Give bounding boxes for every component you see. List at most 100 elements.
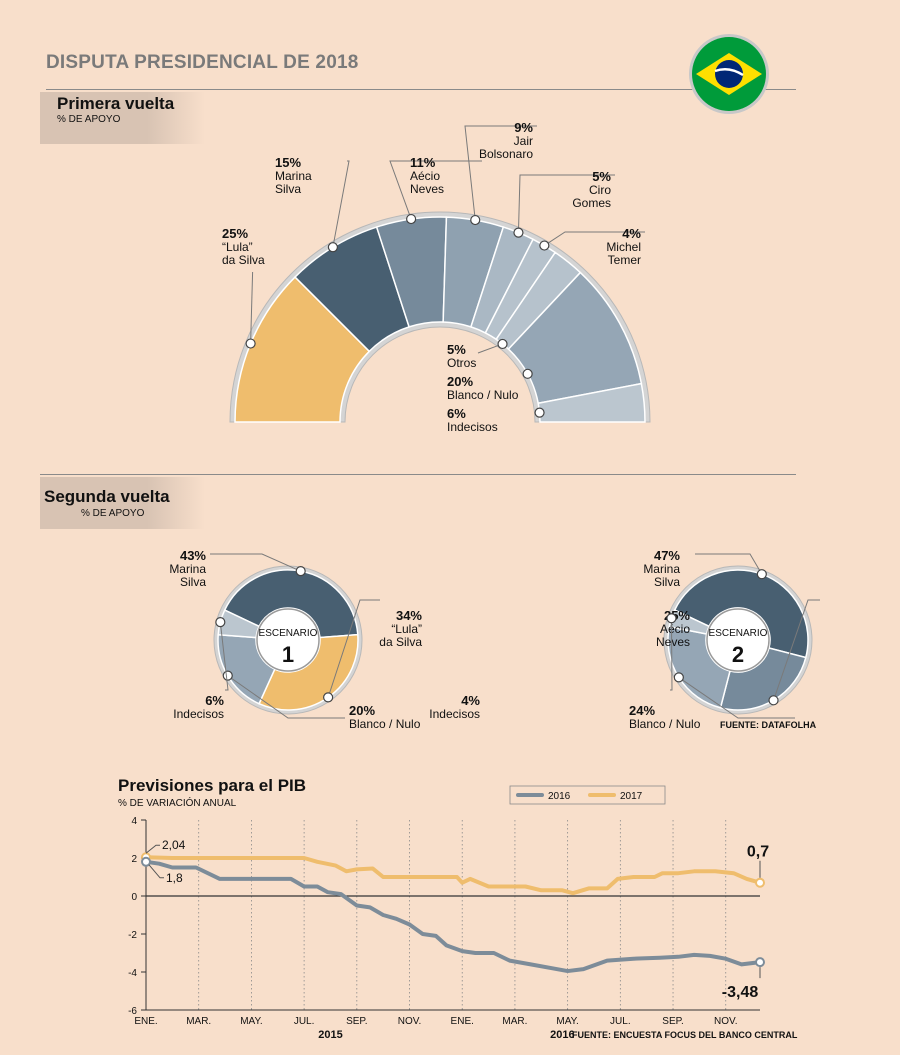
donut-leader-0 [210,553,301,572]
annot-2017-start: 2,04 [162,838,186,852]
semi-name-1-1: Silva [275,182,301,196]
donut-name-0-1: Silva [180,575,206,589]
semi-name-6-0: Otros [447,356,476,370]
leader-dot-2 [406,213,417,225]
pib-chart-subtitle: % DE VARIACIÓN ANUAL [118,798,237,809]
semi-name-2-1: Neves [410,182,444,196]
segunda-vuelta-tab [40,477,205,529]
semi-name-0-0: “Lula” [222,240,253,254]
donut-name-3-0: Indecisos [429,707,480,721]
semi-pct-0: 25% [222,226,248,241]
x-tick-7: MAR. [502,1016,527,1027]
donut-pct-1: 34% [396,608,422,623]
donut-dot-0 [756,569,767,580]
primera-vuelta-subtitle: % DE APOYO [57,114,121,125]
x-tick-2: MAY. [240,1016,262,1027]
leader-line-0 [250,271,254,344]
y-tick-1: 2 [131,854,137,865]
series-line-2017 [144,855,762,896]
donut-leader-1 [773,599,820,701]
donut-dot-3 [215,616,226,628]
leader-dot-1 [327,242,338,253]
donut-name-0-0: Marina [169,562,206,576]
leader-line-5 [544,231,645,246]
donut-leader-0 [695,553,763,575]
leader-dot-7 [522,368,533,379]
x-tick-4: SEP. [346,1016,368,1027]
leader-line-2 [389,160,482,220]
year-label-0: 2015 [318,1029,342,1041]
x-tick-3: JUL. [294,1016,315,1027]
legend-label-2016: 2016 [548,791,571,802]
semi-name-8-0: Indecisos [447,420,498,434]
semi-name-4-0: Ciro [589,183,611,197]
donut-dot-2 [673,672,684,683]
y-tick-2: 0 [131,892,137,903]
semi-name-3-1: Bolsonaro [479,147,533,161]
leader-dot-0 [245,338,256,349]
donut-leader-3 [670,618,673,691]
scenario-number: 1 [282,642,294,667]
pib-line-chart: ENE. MAR. MAY. JUL. SEP. NOV. ENE. MAR. MAY. JUL.… [128,785,769,1041]
datafolha-source: FUENTE: DATAFOLHA [720,720,817,730]
semi-pct-1: 15% [275,155,301,170]
semi-name-0-1: da Silva [222,253,265,267]
donut-slice-1 [258,633,359,711]
segunda-vuelta-subtitle: % DE APOYO [81,508,145,519]
donut-slice-2 [667,625,731,709]
legend-box [509,785,666,805]
focus-source: FUENTE: ENCUESTA FOCUS DEL BANCO CENTRAL [572,1030,798,1040]
series-line-2016 [144,859,762,974]
donut-center [706,608,770,672]
series-end-dot-2016 [755,957,765,968]
donut-name-1-1: da Silva [379,635,422,649]
donut-name-1-0: “Lula” [391,622,422,636]
donut-slice-0 [673,569,809,659]
donut-leader-2 [227,675,345,719]
x-tick-0: ENE. [134,1016,157,1027]
annot-2016-start: 1,8 [166,871,183,885]
donut-pct-0: 43% [180,548,206,563]
leader-line-4 [517,174,615,233]
semi-pct-7: 20% [447,374,473,389]
semi-slice-8 [537,382,646,423]
semi-pct-6: 5% [447,342,466,357]
primera-vuelta-title: Primera vuelta [57,94,175,113]
leader-line-3 [464,125,537,221]
donut-name-3-0: Indecisos [173,707,224,721]
annot-leader-2016-start [148,864,164,879]
donut-leader-1 [327,599,380,698]
header-rule [46,89,796,90]
donut-pct-2: 24% [629,703,655,718]
semi-pct-3: 9% [514,120,533,135]
leader-line-1 [332,160,350,248]
segunda-vuelta-title: Segunda vuelta [44,487,170,506]
series-end-dot-2017 [755,877,765,888]
semi-pct-4: 5% [592,169,611,184]
escenario-2-donut-chart: ESCENARIO247%MarinaSilva25%AécioNeves24%… [429,548,820,731]
x-tick-1: MAR. [186,1016,211,1027]
y-tick-5: -6 [128,1006,137,1017]
scenario-number: 2 [732,642,744,667]
donut-name-0-1: Silva [654,575,680,589]
donut-pct-0: 47% [654,548,680,563]
donut-name-0-0: Marina [643,562,680,576]
x-tick-11: NOV. [714,1016,738,1027]
donut-name-1-1: Neves [656,635,690,649]
donut-dot-3 [666,613,677,624]
donut-dot-2 [222,670,233,681]
infographic-title: DISPUTA PRESIDENCIAL DE 2018 [46,52,359,73]
semi-name-1-0: Marina [275,169,312,183]
donut-pct-3: 6% [205,693,224,708]
semi-name-3-0: Jair [514,134,533,148]
primera-vuelta-tab [40,92,205,144]
donut-pct-2: 20% [349,703,375,718]
semi-name-5-1: Temer [608,253,641,267]
x-tick-8: MAY. [556,1016,578,1027]
y-tick-4: -4 [128,968,137,979]
series-start-dot-2016 [141,856,151,867]
x-tick-9: JUL. [610,1016,631,1027]
semi-name-7-0: Blanco / Nulo [447,388,519,402]
